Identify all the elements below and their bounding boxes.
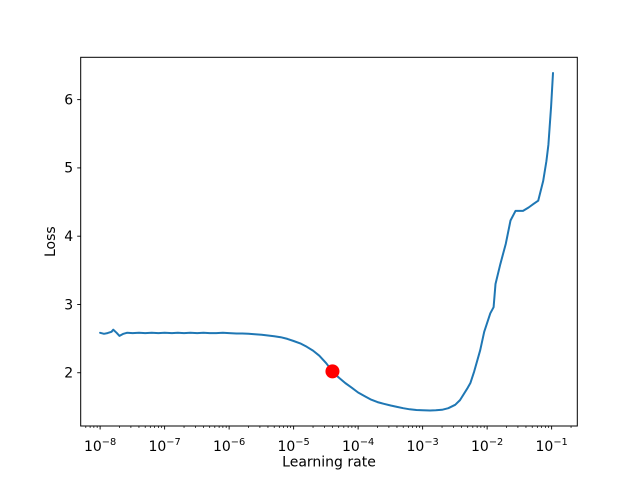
x-tick-label: 10−1 — [535, 437, 567, 455]
plot-area — [80, 56, 578, 427]
y-tick-label: 4 — [64, 229, 73, 245]
x-tick-label: 10−3 — [406, 437, 438, 455]
loss-curve — [99, 72, 554, 412]
x-tick-labels: 10−8 10−7 10−6 10−5 10−4 10−3 10−2 10−1 — [84, 437, 568, 455]
y-tick-label: 5 — [64, 161, 73, 177]
y-tick-label: 6 — [64, 92, 73, 108]
x-tick-label: 10−6 — [213, 437, 245, 455]
x-minor-ticks — [85, 426, 572, 428]
y-axis-label: Loss — [43, 226, 59, 257]
x-major-ticks — [99, 426, 553, 430]
x-axis-label: Learning rate — [282, 455, 376, 471]
y-major-ticks — [77, 99, 81, 374]
x-tick-label: 10−8 — [84, 437, 116, 455]
suggested-lr-marker — [325, 364, 340, 379]
y-tick-label: 2 — [64, 366, 73, 382]
x-tick-label: 10−2 — [471, 437, 503, 455]
x-tick-label: 10−5 — [277, 437, 309, 455]
y-tick-label: 3 — [64, 297, 73, 313]
x-tick-label: 10−7 — [148, 437, 180, 455]
x-tick-label: 10−4 — [342, 437, 374, 455]
y-tick-labels: 2 3 4 5 6 — [64, 92, 73, 381]
